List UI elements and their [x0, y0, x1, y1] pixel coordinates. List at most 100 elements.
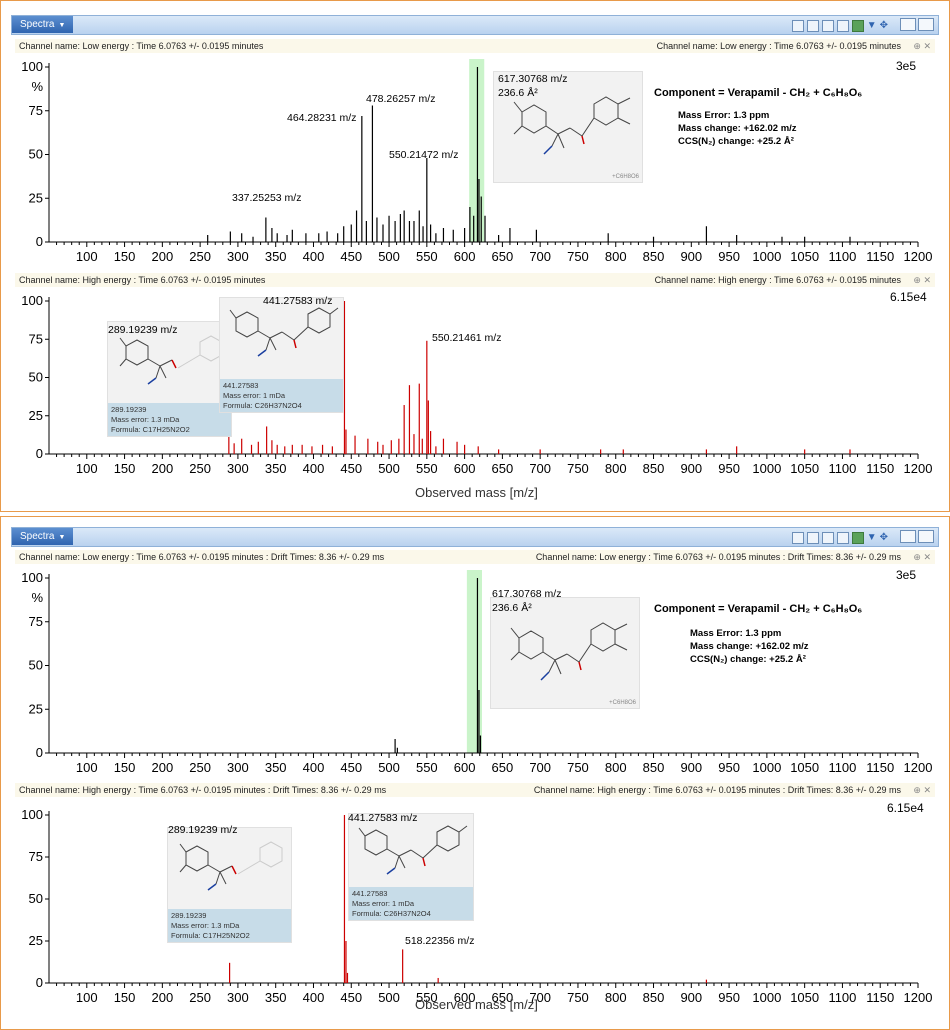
x-tick-label: 1150 [866, 461, 894, 476]
export-icon[interactable] [851, 19, 864, 32]
x-tick-label: 550 [416, 760, 438, 775]
minimize-button[interactable] [900, 530, 916, 543]
x-tick-label: 750 [567, 990, 589, 1005]
fragment-mass: 289.19239 [171, 911, 207, 920]
structure-box: +C6H8O6 [490, 597, 640, 709]
dropdown-arrow-icon[interactable]: ▼ [866, 531, 877, 543]
fragment-structure [179, 841, 283, 891]
x-tick-label: 1050 [790, 760, 819, 775]
structure-tag: +C6H8O6 [612, 174, 639, 180]
channel-label-left: Channel name: High energy : Time 6.0763 … [19, 785, 387, 795]
fragment-info: 441.27583 Mass error: 1 mDa Formula: C26… [220, 379, 343, 412]
zoom-icon[interactable] [821, 19, 834, 32]
x-tick-label: 200 [151, 461, 173, 476]
export-icon[interactable] [851, 531, 864, 544]
x-tick-label: 1050 [790, 461, 819, 476]
x-tick-label: 850 [643, 461, 665, 476]
x-tick-label: 400 [303, 249, 325, 264]
intensity-scale: 3e5 [896, 568, 917, 582]
move-icon[interactable]: ✥ [879, 19, 888, 31]
fragment-mass: 441.27583 [223, 381, 259, 390]
x-tick-label: 450 [340, 990, 362, 1005]
x-tick-label: 650 [492, 249, 514, 264]
x-tick-label: 650 [492, 990, 514, 1005]
x-tick-label: 300 [227, 760, 249, 775]
fragment-box: 441.27583 Mass error: 1 mDa Formula: C26… [219, 297, 344, 413]
restore-button[interactable] [918, 18, 934, 31]
peak-label: 441.27583 m/z [263, 295, 333, 307]
channel-bar-low: Channel name: Low energy : Time 6.0763 +… [15, 39, 935, 53]
x-tick-label: 100 [76, 990, 98, 1005]
peak-label-icon[interactable] [806, 19, 819, 32]
y-tick-label: 0 [36, 446, 43, 461]
copy-icon[interactable] [791, 19, 804, 32]
ccs-label: 236.6 Å² [492, 602, 532, 614]
peak-label-icon[interactable] [806, 531, 819, 544]
close-icon[interactable]: ⊕ ✕ [913, 41, 931, 51]
y-tick-label: 100 [21, 570, 43, 585]
x-tick-label: 700 [529, 249, 551, 264]
minimize-button[interactable] [900, 18, 916, 31]
x-tick-label: 800 [605, 249, 627, 264]
x-tick-label: 750 [567, 760, 589, 775]
peak-label: 617.30768 m/z [498, 73, 568, 85]
spectra-tab[interactable]: Spectra ▼ [12, 16, 74, 33]
x-tick-label: 550 [416, 461, 438, 476]
x-tick-label: 150 [114, 990, 136, 1005]
molecule-structure [510, 622, 628, 681]
channel-label-right: Channel name: High energy : Time 6.0763 … [654, 275, 901, 285]
channel-label-left: Channel name: Low energy : Time 6.0763 +… [19, 41, 264, 51]
x-tick-label: 950 [718, 461, 740, 476]
x-tick-label: 300 [227, 990, 249, 1005]
x-tick-label: 1200 [904, 249, 933, 264]
x-tick-label: 400 [303, 990, 325, 1005]
close-icon[interactable]: ⊕ ✕ [913, 785, 931, 795]
close-icon[interactable]: ⊕ ✕ [913, 275, 931, 285]
close-icon[interactable]: ⊕ ✕ [913, 552, 931, 562]
dropdown-arrow-icon[interactable]: ▼ [866, 19, 877, 31]
x-tick-label: 850 [643, 760, 665, 775]
x-tick-label: 300 [227, 461, 249, 476]
x-tick-label: 350 [265, 461, 287, 476]
mass-change: Mass change: +162.02 m/z [690, 641, 809, 652]
peak-label: 550.21472 m/z [389, 149, 459, 161]
fragment-error: Mass error: 1.3 mDa [171, 921, 240, 930]
x-tick-label: 650 [492, 461, 514, 476]
x-tick-label: 850 [643, 990, 665, 1005]
channel-label-left: Channel name: Low energy : Time 6.0763 +… [19, 552, 385, 562]
x-axis-label: Observed mass [m/z] [415, 997, 538, 1012]
mass-error: Mass Error: 1.3 ppm [690, 628, 782, 639]
ccs-change: CCS(N₂) change: +25.2 Å² [678, 136, 794, 147]
structure-box: +C6H8O6 [493, 71, 643, 183]
fragment-formula: Formula: C26H37N2O4 [352, 909, 431, 918]
zoom-icon[interactable] [821, 531, 834, 544]
spectra-panel-2: Spectra ▼ ▼ ✥ Channel name: Low energy : T… [0, 516, 950, 1030]
x-tick-label: 150 [114, 461, 136, 476]
restore-button[interactable] [918, 530, 934, 543]
toolbar: ▼ ✥ [789, 529, 888, 544]
channel-bar-high: Channel name: High energy : Time 6.0763 … [15, 783, 935, 797]
fragment-mass: 441.27583 [352, 889, 388, 898]
move-icon[interactable]: ✥ [879, 531, 888, 543]
x-tick-label: 350 [265, 760, 287, 775]
high-energy-spectrum-chart: 100 150 200 250 300 350 400 450 500 550 600 650 700 7… [21, 807, 933, 1005]
intensity-scale: 3e5 [896, 59, 917, 73]
table-icon[interactable] [836, 531, 849, 544]
x-tick-label: 500 [378, 461, 400, 476]
structure-tag: +C6H8O6 [609, 700, 636, 706]
x-tick-label: 450 [340, 760, 362, 775]
x-tick-label: 900 [680, 990, 702, 1005]
x-tick-label: 1200 [904, 990, 933, 1005]
peak-label: 550.21461 m/z [432, 332, 502, 344]
y-tick-label: 0 [36, 975, 43, 990]
spectra-panel-1: Spectra ▼ ▼ ✥ Channel name: Low energy : T… [0, 0, 950, 512]
spectra-tab[interactable]: Spectra ▼ [12, 528, 74, 545]
fragment-box: 441.27583 Mass error: 1 mDa Formula: C26… [348, 813, 474, 921]
channel-label-right: Channel name: Low energy : Time 6.0763 +… [656, 41, 901, 51]
copy-icon[interactable] [791, 531, 804, 544]
channel-bar-low: Channel name: Low energy : Time 6.0763 +… [15, 550, 935, 564]
x-tick-label: 800 [605, 990, 627, 1005]
x-tick-label: 1150 [866, 760, 894, 775]
x-tick-label: 250 [189, 760, 211, 775]
table-icon[interactable] [836, 19, 849, 32]
